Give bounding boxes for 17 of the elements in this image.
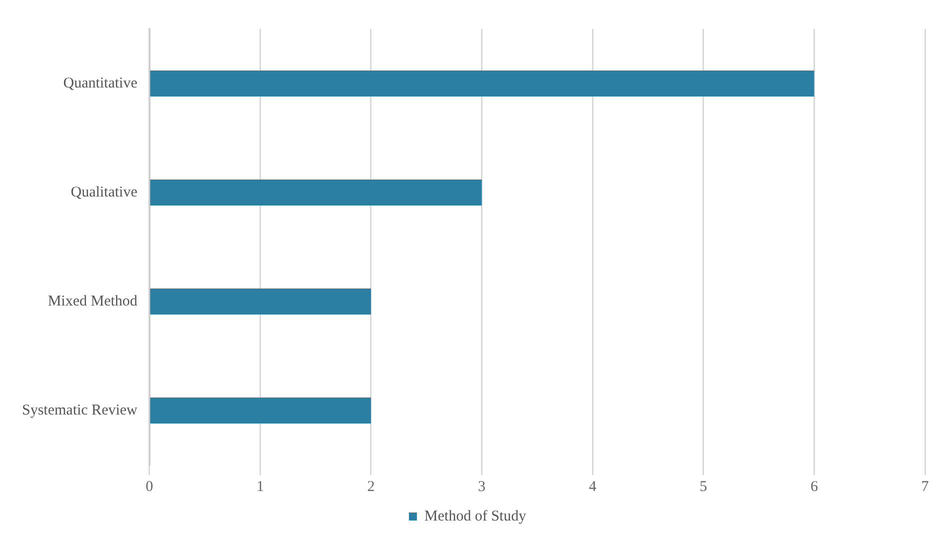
y-tick-label: Mixed Method [48, 293, 138, 310]
x-tick-label: 6 [810, 478, 818, 495]
y-tick-label: Quantitative [63, 75, 138, 92]
x-tick-label: 5 [700, 478, 708, 495]
x-tick-label: 7 [921, 478, 930, 495]
x-tick-label: 2 [367, 478, 375, 495]
x-tick-label: 3 [478, 478, 486, 495]
y-tick-label: Systematic Review [22, 402, 138, 418]
x-tick-label: 0 [146, 478, 154, 495]
bar [150, 180, 482, 206]
bar [150, 70, 814, 96]
x-tick-label: 4 [588, 478, 597, 495]
legend-label: Method of Study [424, 508, 527, 524]
bar [150, 288, 371, 314]
y-tick-label: Qualitative [70, 184, 138, 200]
bar [150, 398, 371, 424]
x-tick-label: 1 [256, 478, 264, 495]
